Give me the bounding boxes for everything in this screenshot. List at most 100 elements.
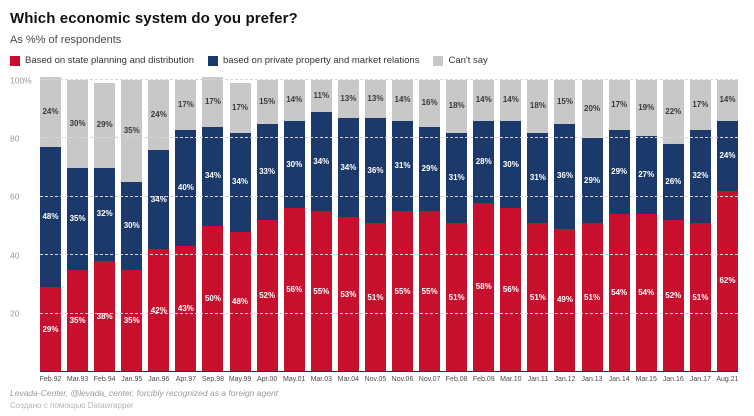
- bar-segment[interactable]: 19%: [635, 80, 657, 136]
- bar-segment[interactable]: 56%: [500, 208, 522, 372]
- legend-swatch-icon: [208, 55, 219, 66]
- bar-segment[interactable]: 34%: [310, 112, 332, 212]
- bars-container: 24% 48% 29% Feb.92 30% 35% 35% Mar.93 29% 32% 38% F…: [40, 77, 739, 383]
- bar-segment[interactable]: 34%: [202, 126, 224, 226]
- bar-segment[interactable]: 17%: [202, 77, 224, 127]
- bar-segment[interactable]: 55%: [392, 211, 414, 372]
- bar-segment[interactable]: 27%: [635, 135, 657, 215]
- bar-segment[interactable]: 35%: [121, 269, 143, 372]
- bar-column: 24% 34% 42% Jan.96: [148, 80, 170, 383]
- bar-segment[interactable]: 31%: [446, 132, 468, 224]
- bar-segment[interactable]: 15%: [256, 80, 278, 124]
- bar-segment[interactable]: 30%: [500, 120, 522, 209]
- bar-segment[interactable]: 13%: [364, 80, 386, 118]
- bar-segment[interactable]: 56%: [283, 208, 305, 372]
- bar-segment[interactable]: 34%: [337, 117, 359, 218]
- bar-segment[interactable]: 43%: [175, 246, 197, 372]
- bar-stack: 13% 36% 51%: [364, 80, 386, 372]
- bar-stack: 17% 32% 51%: [689, 80, 711, 372]
- bar-segment[interactable]: 13%: [337, 80, 359, 118]
- bar-column: 30% 35% 35% Mar.93: [67, 80, 89, 383]
- bar-segment[interactable]: 35%: [121, 80, 143, 183]
- bar-segment[interactable]: 35%: [67, 167, 89, 270]
- bar-segment[interactable]: 17%: [175, 80, 197, 130]
- bar-segment[interactable]: 31%: [527, 132, 549, 224]
- bar-segment[interactable]: 16%: [419, 80, 441, 127]
- bar-segment[interactable]: 30%: [121, 182, 143, 270]
- bar-segment[interactable]: 51%: [446, 223, 468, 372]
- bar-segment[interactable]: 20%: [581, 80, 603, 139]
- bar-column: 16% 29% 55% Nov.07: [419, 80, 441, 383]
- bar-segment[interactable]: 18%: [446, 80, 468, 133]
- bar-segment[interactable]: 14%: [500, 80, 522, 121]
- bar-segment[interactable]: 14%: [392, 80, 414, 121]
- x-axis-line: [40, 371, 738, 372]
- bar-segment[interactable]: 29%: [608, 129, 630, 215]
- bar-segment[interactable]: 32%: [94, 167, 116, 262]
- bar-segment[interactable]: 14%: [716, 80, 738, 121]
- bar-segment[interactable]: 53%: [337, 217, 359, 372]
- bar-segment[interactable]: 55%: [419, 211, 441, 372]
- bar-segment[interactable]: 17%: [229, 82, 251, 133]
- bar-segment[interactable]: 51%: [364, 223, 386, 372]
- bar-segment[interactable]: 48%: [40, 147, 61, 288]
- stacked-bar-chart: 24% 48% 29% Feb.92 30% 35% 35% Mar.93 29% 32% 38% F…: [10, 76, 739, 383]
- bar-segment[interactable]: 52%: [662, 220, 684, 372]
- bar-segment[interactable]: 31%: [392, 120, 414, 212]
- bar-segment[interactable]: 24%: [148, 80, 170, 151]
- bar-segment[interactable]: 34%: [148, 150, 170, 250]
- bar-segment[interactable]: 54%: [635, 214, 657, 372]
- bar-segment[interactable]: 14%: [283, 80, 305, 121]
- bar-segment[interactable]: 11%: [310, 80, 332, 113]
- bar-segment[interactable]: 32%: [689, 129, 711, 224]
- bar-segment[interactable]: 51%: [689, 223, 711, 372]
- bar-segment[interactable]: 18%: [527, 80, 549, 133]
- bar-segment[interactable]: 51%: [581, 223, 603, 372]
- bar-segment[interactable]: 35%: [67, 269, 89, 372]
- x-axis-tick-label: Feb.92: [39, 376, 62, 383]
- bar-segment[interactable]: 38%: [94, 261, 116, 372]
- bar-segment[interactable]: 15%: [554, 80, 576, 124]
- bar-column: 13% 36% 51% Nov.05: [364, 80, 386, 383]
- bar-segment[interactable]: 14%: [473, 80, 495, 121]
- bar-segment[interactable]: 22%: [662, 80, 684, 145]
- bar-segment[interactable]: 29%: [94, 82, 116, 168]
- bar-stack: 15% 33% 52%: [256, 80, 278, 372]
- x-axis-tick-label: Jan.13: [581, 376, 603, 383]
- bar-segment[interactable]: 49%: [554, 228, 576, 372]
- x-axis-tick-label: May.01: [282, 376, 306, 383]
- bar-segment[interactable]: 17%: [689, 80, 711, 130]
- bar-segment[interactable]: 50%: [202, 226, 224, 372]
- bar-segment[interactable]: 52%: [256, 220, 278, 372]
- bar-segment[interactable]: 29%: [419, 126, 441, 212]
- y-axis-tick-label: 40: [10, 249, 20, 260]
- bar-segment[interactable]: 24%: [40, 77, 61, 148]
- bar-segment[interactable]: 29%: [581, 138, 603, 224]
- bar-segment[interactable]: 24%: [716, 120, 738, 191]
- bar-segment[interactable]: 36%: [364, 117, 386, 224]
- bar-segment[interactable]: 30%: [67, 80, 89, 168]
- page-title: Which economic system do you prefer?: [10, 10, 298, 27]
- bar-segment[interactable]: 48%: [229, 231, 251, 372]
- bar-column: 20% 29% 51% Jan.13: [581, 80, 603, 383]
- bar-segment[interactable]: 30%: [283, 120, 305, 209]
- bar-segment[interactable]: 26%: [662, 144, 684, 221]
- legend-item: Based on state planning and distribution: [10, 55, 194, 66]
- bar-segment[interactable]: 55%: [310, 211, 332, 372]
- bar-segment[interactable]: 36%: [554, 123, 576, 229]
- bar-column: 14% 30% 56% May.01: [283, 80, 305, 383]
- x-axis-tick-label: Apr.97: [175, 376, 197, 383]
- bar-segment[interactable]: 17%: [608, 80, 630, 130]
- bar-column: 17% 34% 50% Sep.98: [202, 77, 224, 383]
- bar-segment[interactable]: 29%: [40, 287, 61, 372]
- bar-segment[interactable]: 54%: [608, 214, 630, 372]
- bar-segment[interactable]: 42%: [148, 249, 170, 372]
- bar-segment[interactable]: 58%: [473, 202, 495, 372]
- bar-segment[interactable]: 34%: [229, 132, 251, 232]
- bar-segment[interactable]: 51%: [527, 223, 549, 372]
- bar-segment[interactable]: 40%: [175, 129, 197, 247]
- bar-segment[interactable]: 62%: [716, 190, 738, 372]
- bar-stack: 20% 29% 51%: [581, 80, 603, 372]
- bar-segment[interactable]: 28%: [473, 120, 495, 203]
- bar-stack: 15% 36% 49%: [554, 80, 576, 372]
